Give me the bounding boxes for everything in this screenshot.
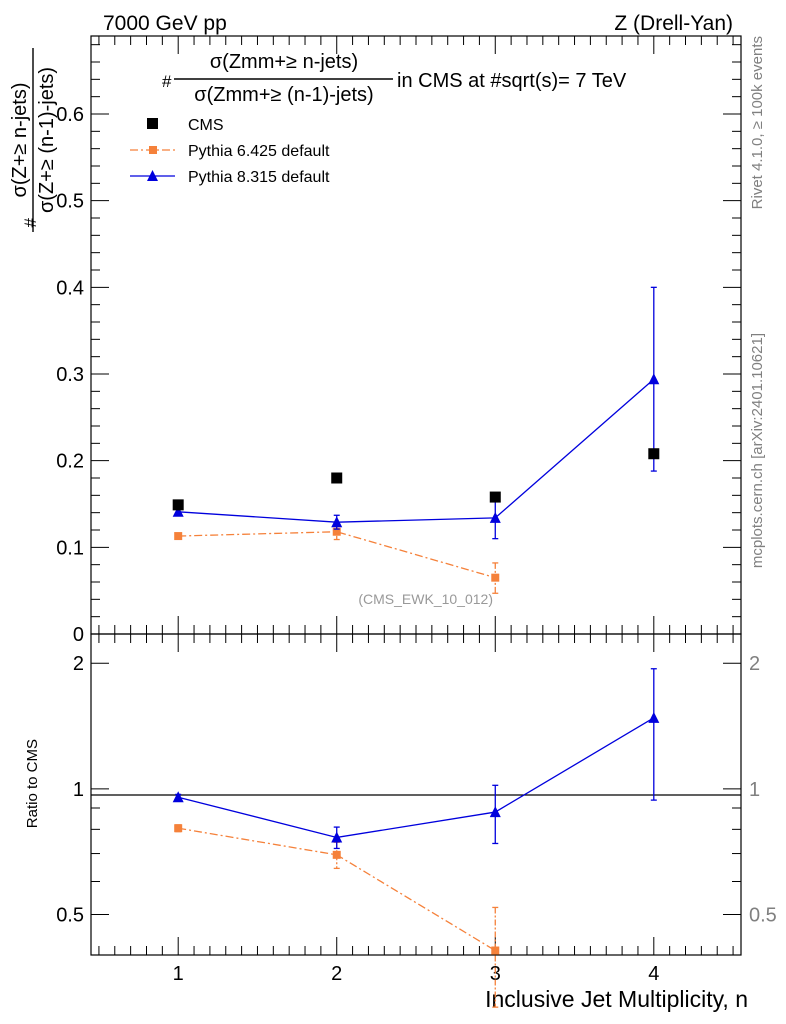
ratio-py8-line [178, 717, 655, 839]
main-py6-point [332, 527, 341, 536]
legend-marker-py6 [149, 146, 157, 154]
main-py8-point [648, 373, 660, 385]
main-y-tick-label: 0.3 [56, 364, 84, 386]
x-tick-label: 4 [648, 963, 659, 985]
ratio-py6-point [174, 824, 183, 833]
legend-label-py6: Pythia 6.425 default [188, 143, 330, 160]
ratio-py8-point [489, 806, 501, 818]
legend: CMS Pythia 6.425 default Pythia 8.315 de… [130, 117, 330, 186]
ratio-py8-point [331, 831, 343, 843]
ratio-y-tick-label: 2 [73, 653, 84, 675]
main-py6-point [491, 573, 500, 582]
reference-label: (CMS_EWK_10_012) [358, 591, 493, 607]
x-tick-label: 3 [490, 963, 501, 985]
header-left: 7000 GeV pp [103, 12, 227, 35]
rivet-label: Rivet 4.1.0, ≥ 100k events [749, 36, 766, 209]
ratio-y-tick-label: 1 [73, 779, 84, 801]
legend-marker-py8 [147, 170, 158, 181]
main-panel-data [172, 286, 660, 594]
x-tick-label: 2 [331, 963, 342, 985]
y-label-denominator: σ(Z+≥ (n-1)-jets) [36, 67, 58, 213]
main-cms-point [648, 448, 660, 460]
header-right: Z (Drell-Yan) [614, 12, 733, 35]
axis-ticks: 0 0.1 0.2 0.3 0.4 0.5 0.6 1 2 3 4 0.5 0.5 1 1 2 2 [56, 36, 777, 985]
ratio-y-tick-label-right: 1 [749, 779, 760, 801]
main-py6-point [174, 532, 183, 541]
main-y-tick-label: 0.2 [56, 451, 84, 473]
main-py6-line [178, 531, 496, 579]
main-cms-point [172, 499, 184, 511]
main-y-tick-label: 0.5 [56, 191, 84, 213]
ratio-y-tick-label-right: 2 [749, 653, 760, 675]
x-tick-label: 1 [173, 963, 184, 985]
legend-label-cms: CMS [188, 117, 224, 134]
main-cms-point [331, 472, 343, 484]
legend-marker-cms [147, 118, 158, 129]
legend-label-py8: Pythia 8.315 default [188, 169, 330, 186]
ratio-panel-data [172, 668, 660, 1008]
plot-title: # σ(Zmm+≥ n-jets) σ(Zmm+≥ (n-1)-jets) in… [162, 51, 627, 106]
ratio-py8-point [648, 711, 660, 723]
ratio-py8-point [172, 791, 184, 803]
y-label-numerator: σ(Z+≥ n-jets) [9, 83, 31, 198]
plot-title-suffix: in CMS at #sqrt(s)= 7 TeV [397, 70, 627, 92]
ratio-y-tick-label-right: 0.5 [749, 905, 777, 927]
main-y-tick-label: 0.6 [56, 104, 84, 126]
mcplots-label: mcplots.cern.ch [arXiv:2401.10621] [749, 333, 766, 568]
ratio-y-tick-label: 0.5 [56, 905, 84, 927]
main-cms-point [489, 491, 501, 503]
main-py8-line [178, 378, 655, 523]
main-y-tick-label: 0.1 [56, 537, 84, 559]
ratio-y-axis-label: Ratio to CMS [24, 739, 41, 828]
plot-title-denominator: σ(Zmm+≥ (n-1)-jets) [194, 84, 373, 106]
plot-title-numerator: σ(Zmm+≥ n-jets) [210, 51, 358, 73]
main-py8-point [489, 511, 501, 523]
y-axis-label: σ(Z+≥ n-jets) σ(Z+≥ (n-1)-jets) # [9, 48, 58, 232]
main-py8-point [172, 505, 184, 517]
x-axis-label: Inclusive Jet Multiplicity, n [485, 986, 748, 1012]
main-y-tick-label: 0 [73, 624, 84, 646]
y-label-hash: # [21, 217, 40, 227]
main-y-tick-label: 0.4 [56, 277, 84, 299]
main-py8-point [331, 516, 343, 528]
ratio-py6-point [491, 946, 500, 955]
ratio-py6-point [332, 850, 341, 859]
plot-title-hash: # [162, 72, 172, 91]
